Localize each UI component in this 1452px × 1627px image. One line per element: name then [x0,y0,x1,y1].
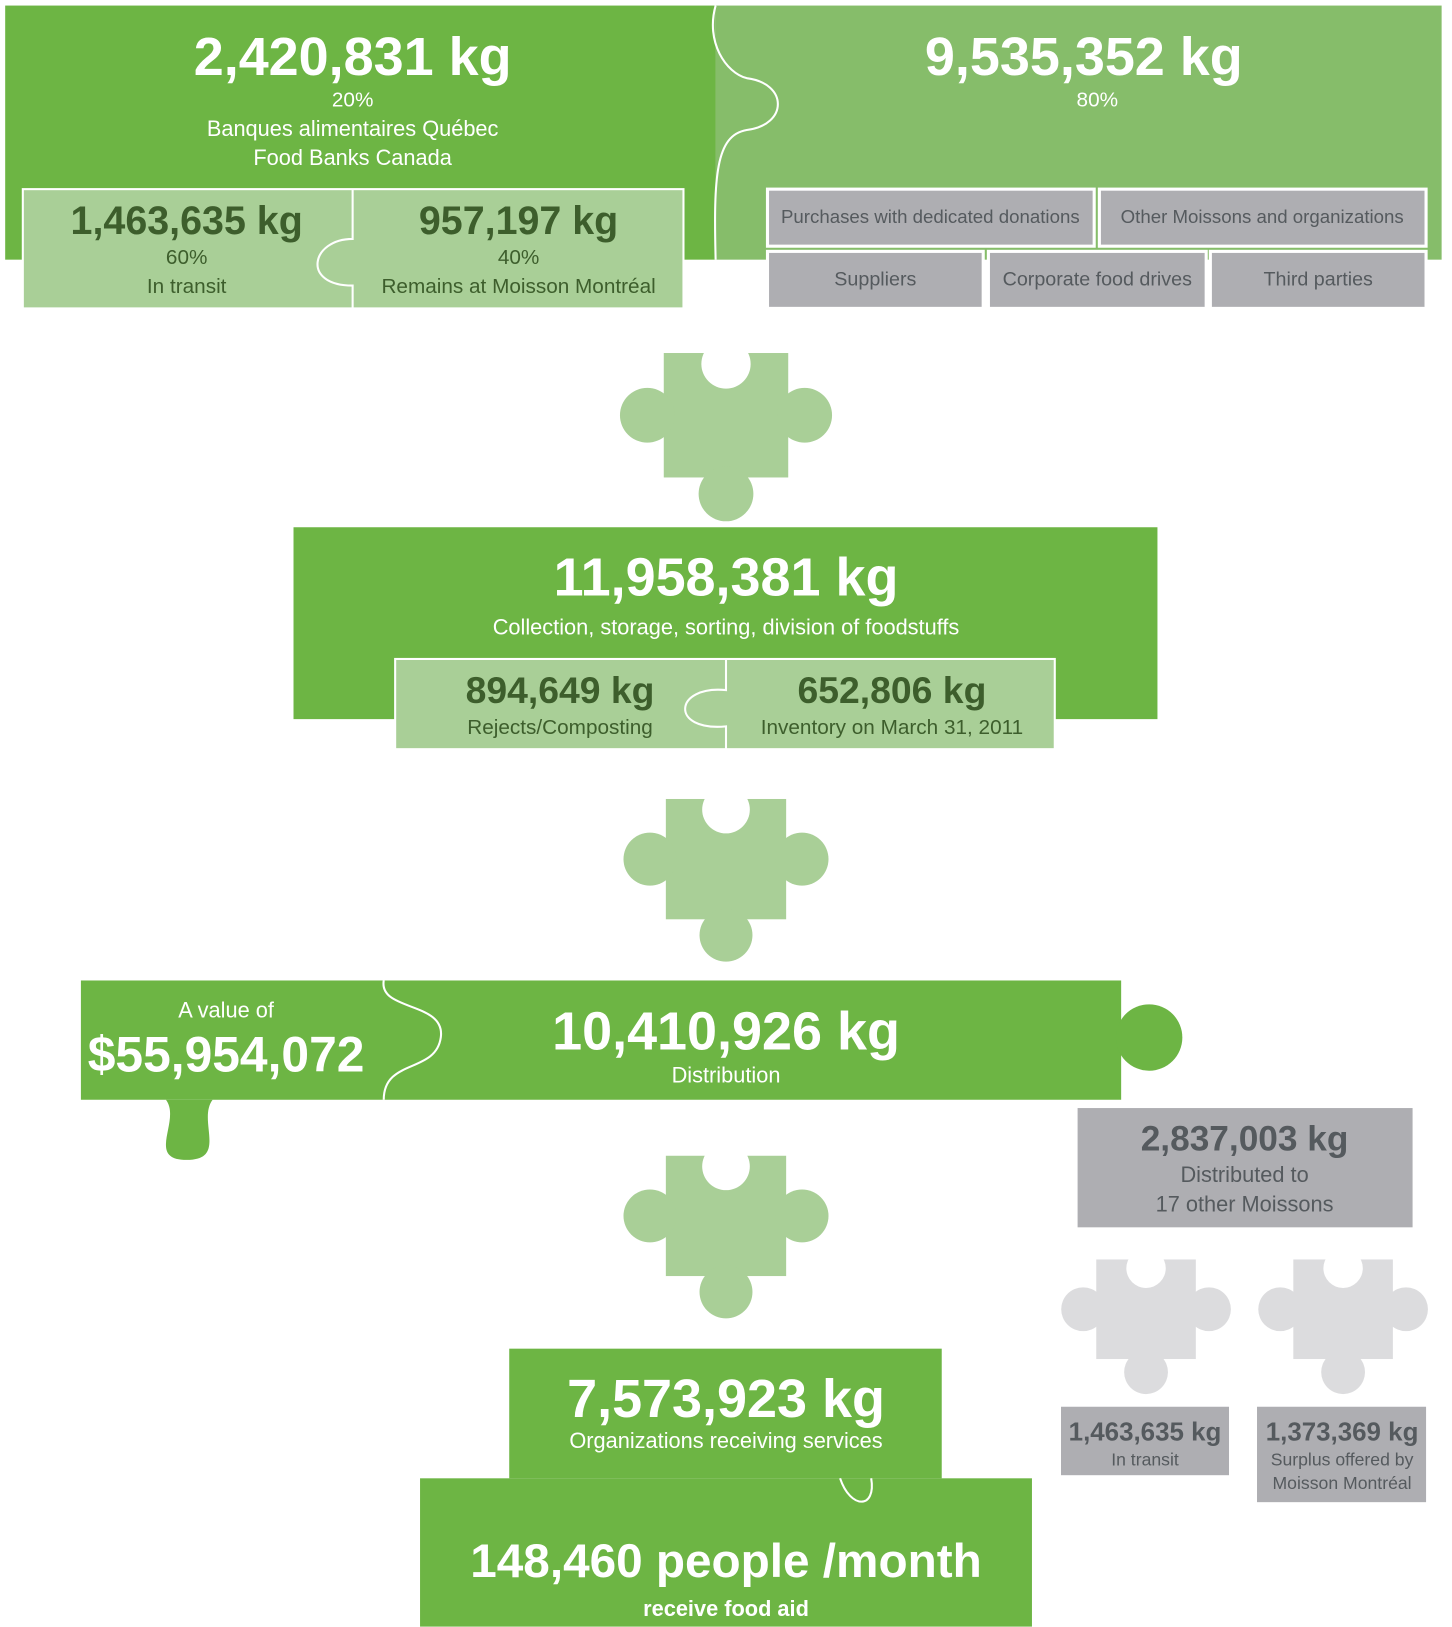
label: In transit [1111,1449,1179,1469]
amount: 2,837,003 kg [1141,1120,1349,1159]
puzzle-piece [702,1142,750,1191]
percent: 80% [1077,88,1119,111]
percent: 60% [166,246,208,269]
source: Banques alimentaires Québec [207,116,499,141]
puzzle-piece [1061,1287,1106,1332]
amount: 11,958,381 kg [554,547,899,607]
source-box [765,187,1096,248]
block-distribution [80,980,1122,1100]
puzzle-piece [1187,1287,1231,1332]
puzzle-piece [623,1189,677,1243]
label: 17 other Moissons [1156,1191,1334,1216]
amount: 9,535,352 kg [925,27,1243,87]
label: Organizations receiving services [569,1428,882,1453]
puzzle-piece [775,1189,829,1243]
split-edge [382,980,442,1100]
source-box [1097,187,1428,248]
label: Collection, storage, sorting, division o… [493,615,960,640]
amount: 10,410,926 kg [552,1002,900,1062]
puzzle-piece [698,466,754,522]
amount: 1,373,369 kg [1266,1419,1419,1447]
amount: 894,649 kg [466,669,655,711]
knob [165,1099,213,1160]
amount: 957,197 kg [419,199,618,243]
percent: 20% [332,88,373,111]
block-organizations [509,1348,942,1479]
source-label: Suppliers [834,269,916,291]
label: In transit [147,275,227,298]
label: Distribution [672,1063,781,1088]
block-people [420,1478,1032,1627]
source-box [765,249,985,310]
source-label: Third parties [1263,269,1373,291]
source-label: Corporate food drives [1003,269,1192,291]
source-label: Purchases with dedicated donations [781,206,1080,227]
label: Rejects/Composting [467,716,653,739]
puzzle-piece [1323,1248,1363,1288]
split-edge [839,1477,873,1503]
puzzle-piece [623,832,677,886]
source: Food Banks Canada [253,145,452,170]
percent: 40% [498,246,540,269]
puzzle-piece [775,832,829,886]
value: $55,954,072 [88,1026,365,1082]
puzzle-piece [699,1265,753,1319]
puzzle-piece [777,387,833,443]
amount: 1,463,635 kg [71,199,303,243]
puzzle-piece [1321,1350,1366,1395]
puzzle-pieces [619,339,1428,1395]
puzzle-piece [699,908,753,962]
split-edge [316,189,354,309]
puzzle-piece [1124,1350,1168,1395]
amount: 7,573,923 kg [567,1369,885,1429]
amount: 652,806 kg [798,669,987,711]
label: Distributed to [1180,1162,1308,1187]
small-box [1257,1406,1427,1503]
small-box [1060,1406,1230,1476]
label: Surplus offered by [1271,1449,1414,1469]
puzzle-piece [701,339,751,389]
source-boxes: Purchases with dedicated donations Other… [765,187,1428,310]
source-label: Other Moissons and organizations [1121,206,1404,227]
puzzle-piece [1384,1287,1428,1332]
puzzle-edge [711,5,779,260]
amount: 1,463,635 kg [1069,1419,1222,1447]
amount: 148,460 people /month [470,1535,981,1588]
amount: 2,420,831 kg [194,27,512,87]
split-edge [684,658,728,750]
label: Remains at Moisson Montréal [381,275,655,298]
puzzle-piece [1258,1287,1303,1332]
label: receive food aid [643,1596,809,1621]
label: Moisson Montréal [1273,1473,1412,1493]
knob [1115,1004,1183,1071]
value-label: A value of [178,997,275,1022]
block-moissons [1077,1108,1413,1228]
puzzle-piece [1126,1248,1166,1288]
puzzle-piece [702,785,750,834]
puzzle-piece [619,387,675,443]
source-box [1208,249,1428,310]
source-box [986,249,1208,310]
label: Inventory on March 31, 2011 [761,716,1023,739]
